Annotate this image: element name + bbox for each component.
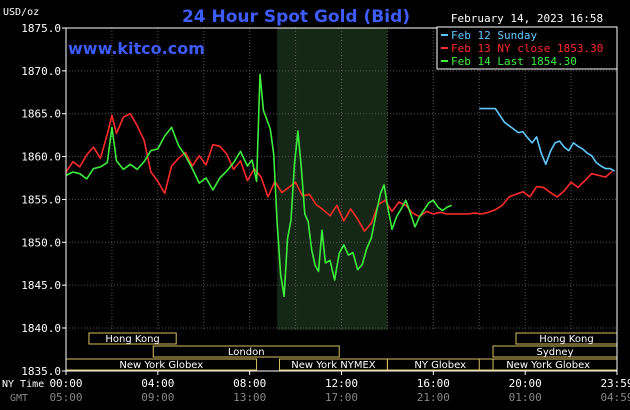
- price-series: [65, 73, 616, 298]
- x-tick-label-gmt: 13:00: [233, 391, 266, 404]
- series-line-0: [479, 107, 616, 172]
- y-tick-label: 1845.0: [21, 279, 61, 292]
- trading-sessions: Hong Kong London New York Globex New York N…: [65, 332, 618, 371]
- legend-entry-feb12: Feb 12 Sunday: [451, 29, 537, 42]
- y-tick-label: 1870.0: [21, 65, 61, 78]
- legend: Feb 12 Sunday Feb 13 NY close 1853.30 Fe…: [436, 26, 618, 70]
- gmt-label: GMT: [10, 393, 28, 404]
- y-tick-label: 1850.0: [21, 236, 61, 249]
- x-tick-label-gmt: 01:00: [509, 391, 542, 404]
- x-tick-label-ny: 12:00: [325, 377, 358, 390]
- legend-entry-feb14: Feb 14 Last 1854.30: [451, 55, 577, 68]
- x-tick-label-gmt: 09:00: [141, 391, 174, 404]
- ny-time-label: NY Time: [2, 379, 44, 390]
- session-label: New York Globex: [119, 360, 203, 371]
- y-tick-label: 1855.0: [21, 193, 61, 206]
- x-tick-label-gmt: 04:59: [600, 391, 630, 404]
- session-box: [386, 358, 494, 371]
- session-label: Hong Kong: [539, 334, 593, 345]
- session-box: [88, 332, 177, 345]
- x-tick-label-ny: 16:00: [417, 377, 450, 390]
- x-tick-label-ny: 00:00: [49, 377, 82, 390]
- session-label: Hong Kong: [105, 334, 159, 345]
- series-line-2: [65, 73, 452, 298]
- y-tick-label: 1840.0: [21, 322, 61, 335]
- y-axis-label: USD/oz: [3, 7, 39, 18]
- x-tick-label-gmt: 17:00: [325, 391, 358, 404]
- session-box: [152, 345, 340, 358]
- y-tick-label: 1865.0: [21, 108, 61, 121]
- legend-entry-feb13: Feb 13 NY close 1853.30: [451, 42, 603, 55]
- x-tick-label-ny: 04:00: [141, 377, 174, 390]
- x-tick-label-gmt: 05:00: [49, 391, 82, 404]
- chart-timestamp: February 14, 2023 16:58: [451, 12, 603, 25]
- x-tick-label-ny: 08:00: [233, 377, 266, 390]
- axes: 1875.0 1870.0 1865.0 1860.0 1855.0 1850.0 1845…: [2, 22, 630, 404]
- legend-box: [436, 26, 618, 70]
- y-tick-label: 1860.0: [21, 151, 61, 164]
- x-tick-label-ny: 20:00: [509, 377, 542, 390]
- x-tick-label-gmt: 21:00: [417, 391, 450, 404]
- session-label: Sydney: [536, 347, 573, 358]
- chart-title: 24 Hour Spot Gold (Bid): [182, 7, 410, 27]
- series-line-1: [65, 112, 613, 232]
- session-label: New York Globex: [506, 360, 590, 371]
- y-tick-label: 1875.0: [21, 22, 61, 35]
- session-label: London: [228, 347, 265, 358]
- session-label: NY Globex: [414, 360, 466, 371]
- y-tick-label: 1835.0: [21, 365, 61, 378]
- session-label: New York NYMEX: [291, 360, 376, 371]
- x-tick-label-ny: 23:59: [600, 377, 630, 390]
- kitco-website-label: www.kitco.com: [68, 39, 205, 58]
